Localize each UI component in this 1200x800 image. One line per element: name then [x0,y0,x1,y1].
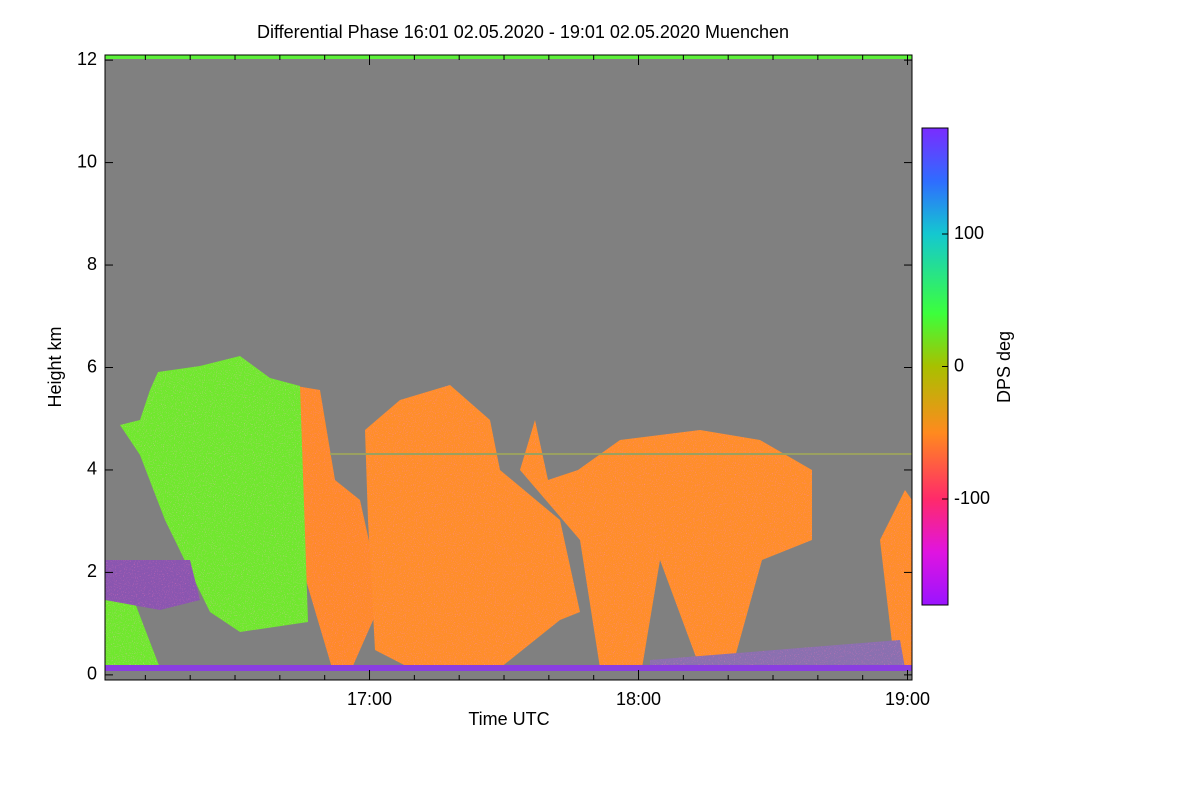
x-tick-label: 19:00 [885,689,930,709]
echo [120,356,308,632]
y-axis-label: Height km [45,326,65,407]
y-tick-label: 6 [87,356,97,376]
echo [650,640,905,668]
echo [105,590,160,668]
y-tick-label: 0 [87,664,97,684]
x-axis-label: Time UTC [468,709,549,729]
colorbar-tick-label: 100 [954,223,984,243]
y-tick-label: 10 [77,151,97,171]
colorbar-label: DPS deg [994,331,1014,403]
x-tick-label: 18:00 [616,689,661,709]
echo-band [105,55,912,59]
echo [880,490,912,668]
echoes [105,356,912,668]
y-tick-label: 4 [87,459,97,479]
echo [365,385,580,668]
echo-band [330,453,912,455]
x-tick-label: 17:00 [347,689,392,709]
y-tick-label: 12 [77,49,97,69]
colorbar-tick-label: -100 [954,488,990,508]
echo [105,560,200,610]
echo [520,420,812,668]
y-tick-label: 2 [87,561,97,581]
ground-clutter [105,665,912,671]
chart-title: Differential Phase 16:01 02.05.2020 - 19… [257,22,789,42]
radar-field [105,55,912,680]
echo [285,385,382,668]
y-tick-label: 8 [87,254,97,274]
colorbar-tick-label: 0 [954,355,964,375]
